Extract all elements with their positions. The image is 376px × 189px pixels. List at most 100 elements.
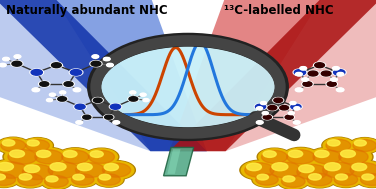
Circle shape [327, 82, 336, 86]
Circle shape [91, 61, 101, 66]
Circle shape [89, 150, 115, 163]
Circle shape [279, 174, 308, 189]
Circle shape [349, 138, 376, 153]
Circle shape [256, 121, 263, 124]
Circle shape [307, 70, 319, 77]
Circle shape [0, 174, 5, 180]
Circle shape [92, 55, 99, 58]
Circle shape [0, 162, 14, 171]
Circle shape [331, 172, 361, 187]
Circle shape [291, 104, 301, 109]
Circle shape [76, 121, 83, 124]
Circle shape [18, 173, 42, 186]
Circle shape [0, 63, 6, 67]
Circle shape [354, 140, 366, 146]
Polygon shape [53, 0, 207, 151]
Circle shape [60, 91, 66, 94]
Circle shape [280, 105, 288, 110]
Circle shape [273, 98, 284, 103]
Circle shape [290, 104, 302, 110]
Circle shape [92, 55, 99, 58]
Circle shape [44, 160, 83, 180]
Circle shape [256, 107, 262, 110]
Circle shape [49, 93, 56, 96]
Circle shape [308, 147, 346, 166]
Circle shape [324, 163, 341, 171]
Circle shape [287, 150, 315, 164]
Circle shape [32, 148, 66, 166]
Circle shape [303, 82, 312, 86]
Circle shape [57, 96, 68, 102]
Polygon shape [164, 147, 194, 176]
Circle shape [32, 88, 39, 92]
Circle shape [281, 175, 305, 187]
Circle shape [317, 160, 359, 181]
Circle shape [297, 164, 327, 180]
Circle shape [332, 69, 346, 76]
Circle shape [261, 101, 267, 105]
Circle shape [262, 112, 268, 115]
Circle shape [293, 69, 307, 76]
Circle shape [113, 121, 120, 124]
Circle shape [14, 171, 47, 188]
Circle shape [299, 165, 314, 173]
Circle shape [302, 81, 313, 87]
Circle shape [282, 147, 320, 166]
Circle shape [0, 172, 18, 187]
Polygon shape [169, 0, 323, 151]
Polygon shape [0, 0, 150, 151]
Circle shape [337, 72, 344, 76]
Circle shape [3, 57, 9, 61]
Circle shape [95, 173, 123, 187]
Circle shape [76, 121, 83, 124]
Circle shape [345, 160, 376, 180]
Circle shape [24, 165, 39, 173]
Circle shape [63, 81, 74, 87]
Circle shape [360, 174, 376, 186]
Circle shape [31, 70, 42, 75]
Circle shape [47, 99, 53, 102]
Circle shape [71, 160, 110, 180]
Circle shape [60, 91, 66, 94]
Circle shape [49, 93, 56, 96]
Circle shape [1, 139, 26, 152]
Circle shape [0, 138, 28, 153]
Circle shape [315, 150, 329, 157]
Polygon shape [169, 0, 376, 151]
Circle shape [245, 163, 274, 177]
Circle shape [272, 163, 288, 171]
Circle shape [334, 147, 373, 167]
Circle shape [293, 163, 331, 181]
Circle shape [339, 149, 368, 164]
Circle shape [0, 63, 6, 67]
Circle shape [129, 97, 138, 101]
Circle shape [73, 174, 84, 180]
Circle shape [2, 140, 15, 146]
Circle shape [96, 41, 280, 133]
Circle shape [130, 91, 136, 94]
Circle shape [59, 149, 92, 165]
Circle shape [323, 162, 354, 178]
Circle shape [356, 172, 376, 187]
Circle shape [93, 98, 102, 102]
Circle shape [247, 163, 261, 171]
Circle shape [102, 163, 131, 177]
Circle shape [36, 150, 51, 157]
Circle shape [42, 174, 71, 189]
Circle shape [295, 88, 303, 92]
Circle shape [73, 88, 81, 92]
Circle shape [302, 78, 309, 81]
Circle shape [334, 70, 345, 75]
Circle shape [313, 150, 341, 164]
Circle shape [253, 173, 281, 187]
Circle shape [69, 173, 97, 187]
Circle shape [3, 57, 9, 61]
Circle shape [19, 174, 32, 180]
Circle shape [257, 174, 268, 180]
Circle shape [315, 63, 324, 68]
Circle shape [140, 93, 146, 96]
Circle shape [327, 140, 340, 146]
Circle shape [71, 174, 94, 185]
Circle shape [277, 174, 309, 189]
Circle shape [284, 148, 318, 166]
